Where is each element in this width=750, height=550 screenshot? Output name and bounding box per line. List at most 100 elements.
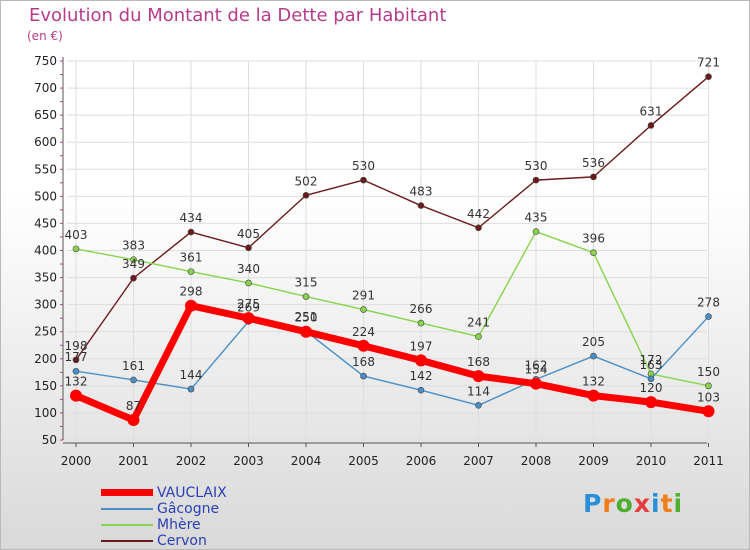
data-label: 142 — [410, 369, 433, 383]
data-point — [705, 382, 712, 390]
data-point — [245, 244, 252, 252]
logo-letter: t — [660, 489, 674, 518]
data-label: 224 — [352, 325, 375, 339]
x-tick-label: 2008 — [521, 454, 552, 468]
y-tick-label: 400 — [34, 244, 57, 258]
proxiti-logo: Proxiti — [583, 489, 683, 518]
logo-letter: P — [583, 489, 603, 518]
data-label: 250 — [295, 311, 318, 325]
data-label: 361 — [180, 251, 203, 265]
data-label: 251 — [295, 310, 318, 324]
legend-swatch — [101, 508, 153, 510]
y-tick-label: 450 — [34, 216, 57, 230]
data-label: 177 — [65, 350, 88, 364]
data-point — [72, 245, 80, 253]
logo-letter: r — [602, 489, 616, 518]
data-label: 150 — [697, 365, 720, 379]
x-tick-label: 2011 — [693, 454, 724, 468]
data-point — [475, 224, 482, 232]
data-label: 114 — [467, 384, 490, 398]
y-tick-label: 50 — [42, 433, 57, 447]
data-point — [70, 389, 82, 402]
data-point — [417, 319, 425, 327]
data-point — [242, 312, 255, 325]
data-label: 132 — [65, 375, 88, 389]
y-tick-label: 200 — [34, 352, 57, 366]
data-label: 197 — [410, 339, 433, 353]
series-line-vauclaix — [72, 302, 712, 424]
data-point — [302, 293, 310, 300]
data-label: 291 — [352, 289, 375, 303]
data-label: 502 — [295, 174, 318, 188]
y-tick-label: 150 — [34, 379, 57, 393]
data-point — [245, 279, 252, 287]
data-point — [360, 372, 367, 380]
data-label: 405 — [237, 227, 260, 241]
data-label: 162 — [525, 358, 548, 372]
data-point — [530, 377, 542, 390]
y-tick-label: 300 — [34, 298, 57, 312]
data-label: 383 — [122, 239, 145, 253]
logo-letter: i — [673, 489, 684, 518]
y-tick-label: 650 — [34, 108, 57, 122]
data-label: 241 — [467, 316, 490, 330]
data-label: 132 — [582, 375, 605, 389]
series-line-mhère — [75, 230, 710, 387]
x-tick-label: 2006 — [406, 454, 437, 468]
x-tick-label: 2002 — [176, 454, 207, 468]
data-point — [472, 370, 485, 383]
data-point — [357, 339, 370, 352]
data-label: 266 — [410, 302, 433, 316]
data-point — [587, 389, 600, 402]
x-tick-label: 2000 — [61, 454, 92, 468]
data-point — [417, 202, 425, 209]
data-label: 340 — [237, 262, 260, 276]
data-point — [645, 396, 657, 409]
y-tick-label: 750 — [34, 54, 57, 68]
data-label: 87 — [126, 399, 141, 413]
data-label: 349 — [122, 257, 145, 271]
data-label: 298 — [180, 285, 203, 299]
data-point — [415, 354, 427, 367]
data-point — [702, 405, 715, 418]
data-label: 530 — [352, 159, 375, 173]
y-tick-label: 350 — [34, 271, 57, 285]
data-point — [360, 306, 367, 313]
y-tick-label: 550 — [34, 162, 57, 176]
legend-label: VAUCLAIX — [157, 485, 227, 501]
data-label: 442 — [467, 207, 490, 221]
series-line-gâcogne — [75, 315, 710, 407]
data-label: 278 — [697, 296, 720, 310]
chart-title: Evolution du Montant de la Dette par Hab… — [29, 5, 447, 26]
legend-label: Gâcogne — [157, 501, 220, 517]
legend-swatch — [101, 524, 153, 526]
data-label: 721 — [697, 56, 720, 70]
data-label: 163 — [640, 358, 663, 372]
legend-swatch — [101, 489, 153, 496]
data-label: 536 — [582, 156, 605, 170]
legend-swatch — [101, 540, 153, 542]
series-line-cervon — [75, 76, 710, 361]
data-point — [187, 228, 195, 236]
logo-letter: x — [633, 489, 651, 518]
data-point — [590, 352, 597, 360]
data-point — [130, 274, 137, 282]
x-tick-label: 2001 — [118, 454, 149, 468]
data-point — [705, 313, 712, 320]
data-point — [590, 249, 597, 256]
data-point — [72, 356, 80, 364]
data-point — [360, 176, 367, 184]
data-label: 205 — [582, 335, 605, 349]
legend-label: Cervon — [157, 533, 207, 549]
x-tick-label: 2004 — [291, 454, 322, 468]
y-tick-label: 700 — [34, 81, 57, 95]
data-label: 315 — [295, 276, 318, 290]
data-label: 103 — [697, 390, 720, 404]
legend-label: Mhère — [157, 517, 201, 533]
x-tick-label: 2005 — [348, 454, 379, 468]
data-point — [532, 228, 540, 235]
y-tick-label: 600 — [34, 135, 57, 149]
data-point — [705, 73, 712, 81]
data-label: 198 — [65, 339, 88, 353]
